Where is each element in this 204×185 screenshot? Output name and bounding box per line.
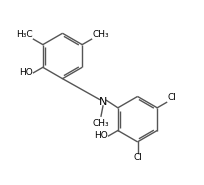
Text: N: N xyxy=(99,97,107,107)
Text: HO: HO xyxy=(94,131,108,140)
Text: Cl: Cl xyxy=(133,153,142,162)
Text: H₃C: H₃C xyxy=(16,30,32,39)
Text: CH₃: CH₃ xyxy=(92,30,109,39)
Text: Cl: Cl xyxy=(167,93,176,102)
Text: HO: HO xyxy=(19,68,33,77)
Text: CH₃: CH₃ xyxy=(93,119,109,128)
